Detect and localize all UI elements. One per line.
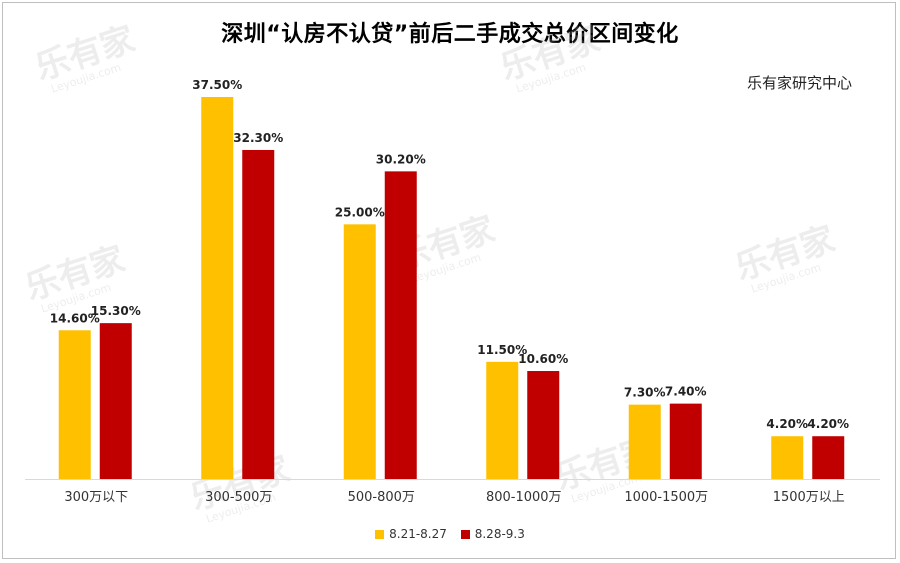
bar-2-6 [812,436,845,479]
x-tick-label-3: 500-800万 [348,490,415,505]
data-label-1-3: 25.00% [335,205,385,219]
legend-label-series-2: 8.28-9.3 [474,527,525,541]
data-label-2-2: 32.30% [233,131,283,145]
data-label-1-5: 7.30% [624,386,666,400]
bar-2-5 [669,403,702,479]
legend-item-series-2: 8.28-9.3 [460,527,525,541]
bar-1-2 [201,97,234,479]
bar-2-3 [384,171,417,479]
legend-swatch-series-2 [460,529,470,539]
bar-1-6 [771,436,804,479]
data-label-1-1: 14.60% [50,311,100,325]
bar-1-5 [628,404,661,479]
x-tick-label-1: 300万以下 [64,490,128,505]
data-label-2-4: 10.60% [518,352,568,366]
data-label-2-6: 4.20% [807,417,849,431]
x-tick-label-4: 800-1000万 [486,490,562,505]
x-tick-label-5: 1000-1500万 [624,490,708,505]
data-label-2-5: 7.40% [665,385,707,399]
data-label-1-6: 4.20% [766,417,808,431]
x-tick-label-2: 300-500万 [205,490,272,505]
bar-2-1 [99,323,132,479]
data-label-1-2: 37.50% [192,78,242,92]
data-label-2-1: 15.30% [91,304,141,318]
chart-legend: 8.21-8.27 8.28-9.3 [0,527,900,542]
data-label-2-3: 30.20% [376,152,426,166]
bar-2-4 [527,371,560,479]
legend-label-series-1: 8.21-8.27 [389,527,447,541]
source-label: 乐有家研究中心 [746,74,852,92]
bar-1-3 [343,224,376,479]
chart-title: 深圳“认房不认贷”前后二手成交总价区间变化 [221,22,679,47]
bar-1-1 [58,330,91,479]
x-tick-label-6: 1500万以上 [773,490,845,505]
bar-1-4 [486,361,519,479]
data-label-1-4: 11.50% [477,343,527,357]
bar-2-2 [242,149,275,479]
legend-item-series-1: 8.21-8.27 [375,527,447,541]
legend-swatch-series-1 [375,529,385,539]
